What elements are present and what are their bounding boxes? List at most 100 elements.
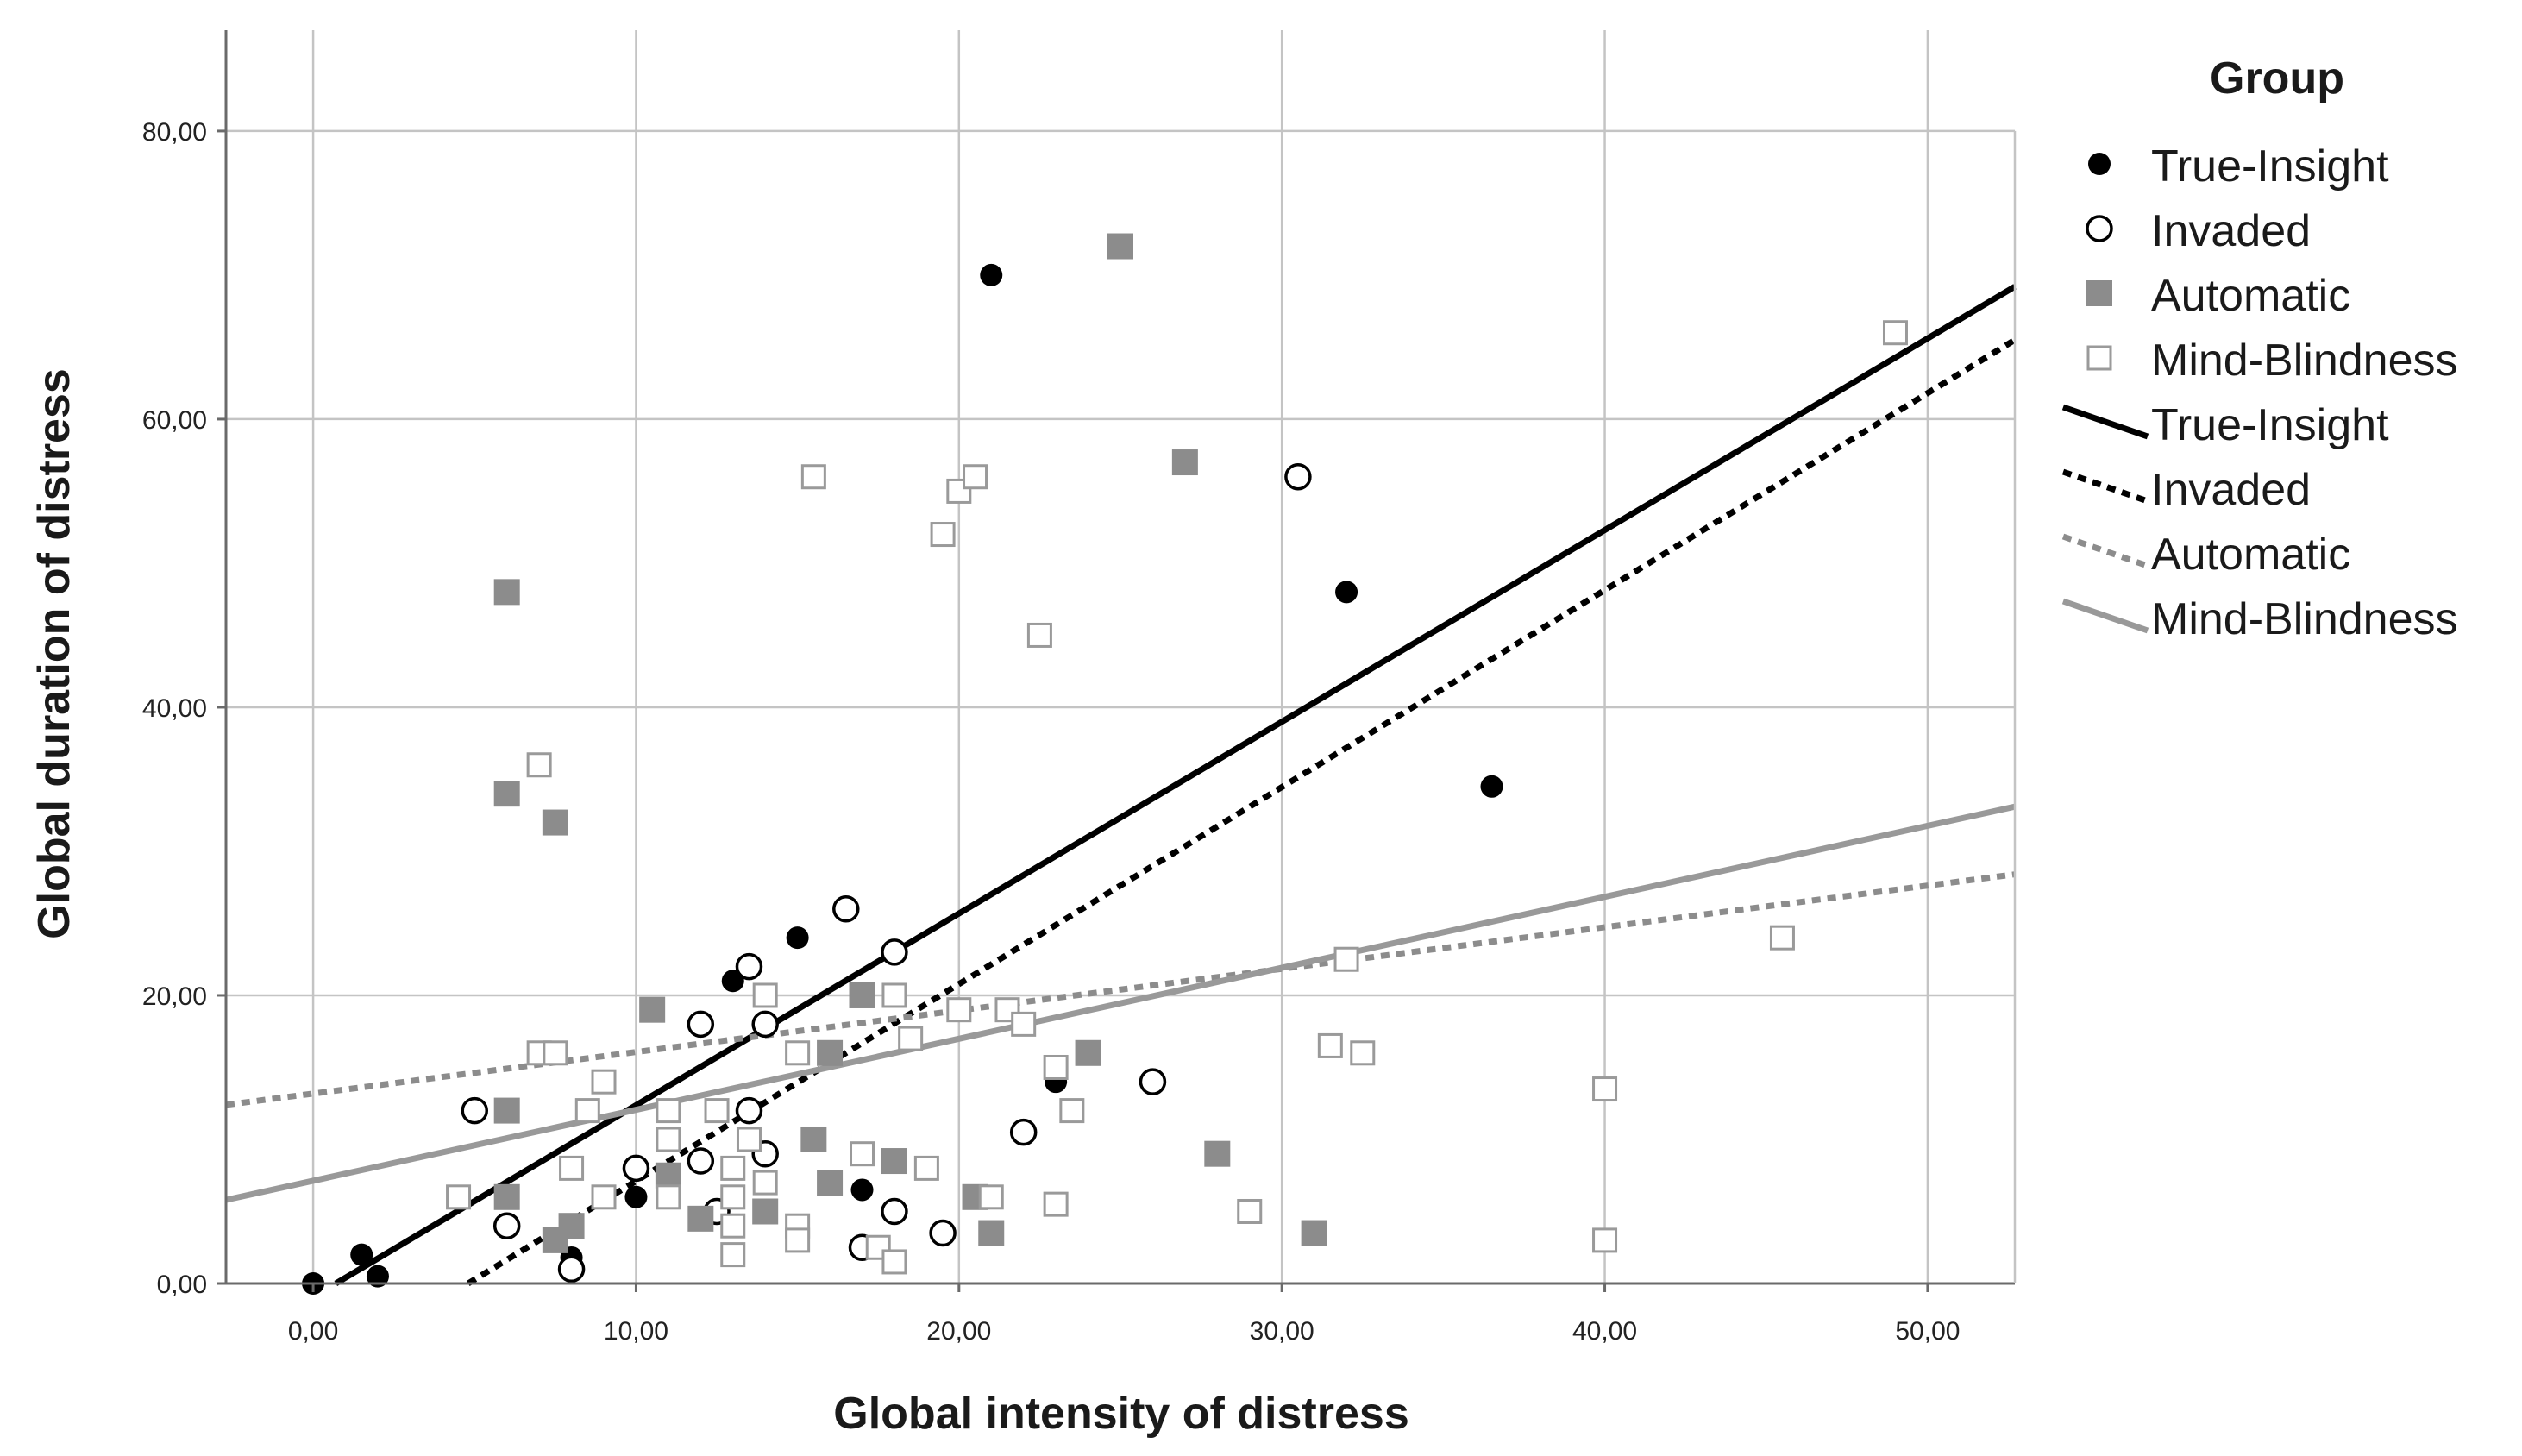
point-invaded <box>492 1212 521 1239</box>
fit-line-automatic <box>225 871 2016 1108</box>
legend-item: Mind-Blindness <box>2061 594 2458 644</box>
point-true-insight <box>1335 581 1358 604</box>
point-mind-blindness <box>963 464 988 490</box>
point-mind-blindness <box>1043 1054 1069 1080</box>
point-mind-blindness <box>930 522 956 548</box>
point-invaded <box>622 1154 650 1183</box>
legend-label: True-Insight <box>2151 400 2389 450</box>
x-tick-label: 0,00 <box>288 1317 338 1346</box>
point-mind-blindness <box>752 982 778 1008</box>
x-tick-label: 10,00 <box>604 1317 668 1346</box>
legend-label: Automatic <box>2151 271 2350 321</box>
point-invaded <box>1139 1068 1167 1095</box>
point-mind-blindness <box>978 1184 1004 1210</box>
point-automatic <box>493 781 520 807</box>
point-invaded <box>1284 462 1312 491</box>
legend-item: Mind-Blindness <box>2086 336 2458 386</box>
point-mind-blindness <box>1350 1040 1376 1066</box>
point-mind-blindness <box>736 1127 762 1152</box>
legend-item: Automatic <box>2061 530 2350 580</box>
point-true-insight <box>721 970 744 993</box>
point-mind-blindness <box>1769 925 1795 951</box>
point-mind-blindness <box>656 1184 681 1210</box>
point-automatic <box>1171 449 1198 476</box>
point-invaded <box>929 1219 957 1247</box>
point-invaded <box>461 1096 489 1125</box>
point-mind-blindness <box>1333 946 1359 972</box>
point-automatic <box>1075 1039 1101 1066</box>
x-tick-label: 30,00 <box>1250 1317 1314 1346</box>
legend-item: True-Insight <box>2061 400 2389 450</box>
point-mind-blindness <box>704 1098 730 1124</box>
point-invaded <box>735 952 763 981</box>
y-tick-label: 0,00 <box>157 1271 207 1299</box>
point-automatic <box>639 996 666 1023</box>
point-mind-blindness <box>543 1040 568 1066</box>
point-invaded <box>687 1147 715 1175</box>
x-axis-title: Global intensity of distress <box>833 1389 1408 1439</box>
legend-marker <box>2086 280 2112 306</box>
point-invaded <box>881 938 908 966</box>
point-mind-blindness <box>850 1141 875 1167</box>
point-mind-blindness <box>1011 1011 1037 1037</box>
legend-label: Automatic <box>2151 530 2350 580</box>
point-mind-blindness <box>720 1242 746 1268</box>
point-invaded <box>735 1096 763 1125</box>
legend-item: True-Insight <box>2088 141 2389 191</box>
legend-item: Invaded <box>2086 206 2311 256</box>
point-mind-blindness <box>559 1155 585 1181</box>
legend-label: Mind-Blindness <box>2151 594 2458 644</box>
point-automatic <box>978 1220 1005 1246</box>
point-automatic <box>542 809 568 836</box>
point-mind-blindness <box>1059 1098 1085 1124</box>
point-mind-blindness <box>1026 622 1052 648</box>
point-automatic <box>881 1148 907 1175</box>
point-automatic <box>493 1097 520 1124</box>
point-automatic <box>493 579 520 606</box>
legend-marker <box>2086 215 2113 242</box>
point-automatic <box>800 1126 827 1152</box>
point-mind-blindness <box>881 1249 907 1275</box>
point-true-insight <box>624 1185 648 1208</box>
point-mind-blindness <box>1882 320 1908 346</box>
fit-lines <box>225 284 2017 1287</box>
x-tick-label: 50,00 <box>1895 1317 1960 1346</box>
point-mind-blindness <box>1237 1198 1263 1224</box>
point-mind-blindness <box>720 1184 746 1210</box>
point-automatic <box>558 1213 585 1239</box>
point-automatic <box>817 1039 844 1066</box>
point-automatic <box>817 1170 844 1196</box>
point-mind-blindness <box>1317 1032 1343 1058</box>
point-mind-blindness <box>785 1040 811 1066</box>
y-tick-label: 80,00 <box>142 118 207 147</box>
legend-label: True-Insight <box>2151 141 2389 191</box>
point-automatic <box>687 1205 714 1232</box>
point-mind-blindness <box>574 1098 600 1124</box>
data-points <box>302 233 1908 1295</box>
point-mind-blindness <box>720 1155 746 1181</box>
point-true-insight <box>1480 775 1503 798</box>
point-mind-blindness <box>446 1184 472 1210</box>
legend-line <box>2061 404 2149 440</box>
legend-title: Group <box>2210 53 2344 104</box>
point-mind-blindness <box>591 1069 617 1095</box>
point-automatic <box>655 1162 681 1189</box>
point-invaded <box>557 1255 586 1283</box>
point-mind-blindness <box>720 1213 746 1239</box>
point-automatic <box>849 982 875 1008</box>
point-true-insight <box>786 926 809 950</box>
legend-label: Invaded <box>2151 465 2311 515</box>
point-true-insight <box>980 263 1003 286</box>
point-mind-blindness <box>785 1227 811 1253</box>
point-true-insight <box>366 1265 389 1288</box>
fit-line-mind-blindness <box>225 803 2016 1203</box>
tick-labels: 0,00 10,00 20,00 30,00 40,00 50,00 0,00 20,00 40… <box>142 118 1961 1346</box>
legend-line <box>2061 598 2149 634</box>
point-true-insight <box>350 1243 373 1266</box>
legend-label: Mind-Blindness <box>2151 336 2458 386</box>
y-axis-title: Global duration of distress <box>29 368 79 939</box>
point-mind-blindness <box>526 752 552 778</box>
fit-line-invaded <box>466 337 2017 1286</box>
point-automatic <box>1204 1140 1231 1167</box>
